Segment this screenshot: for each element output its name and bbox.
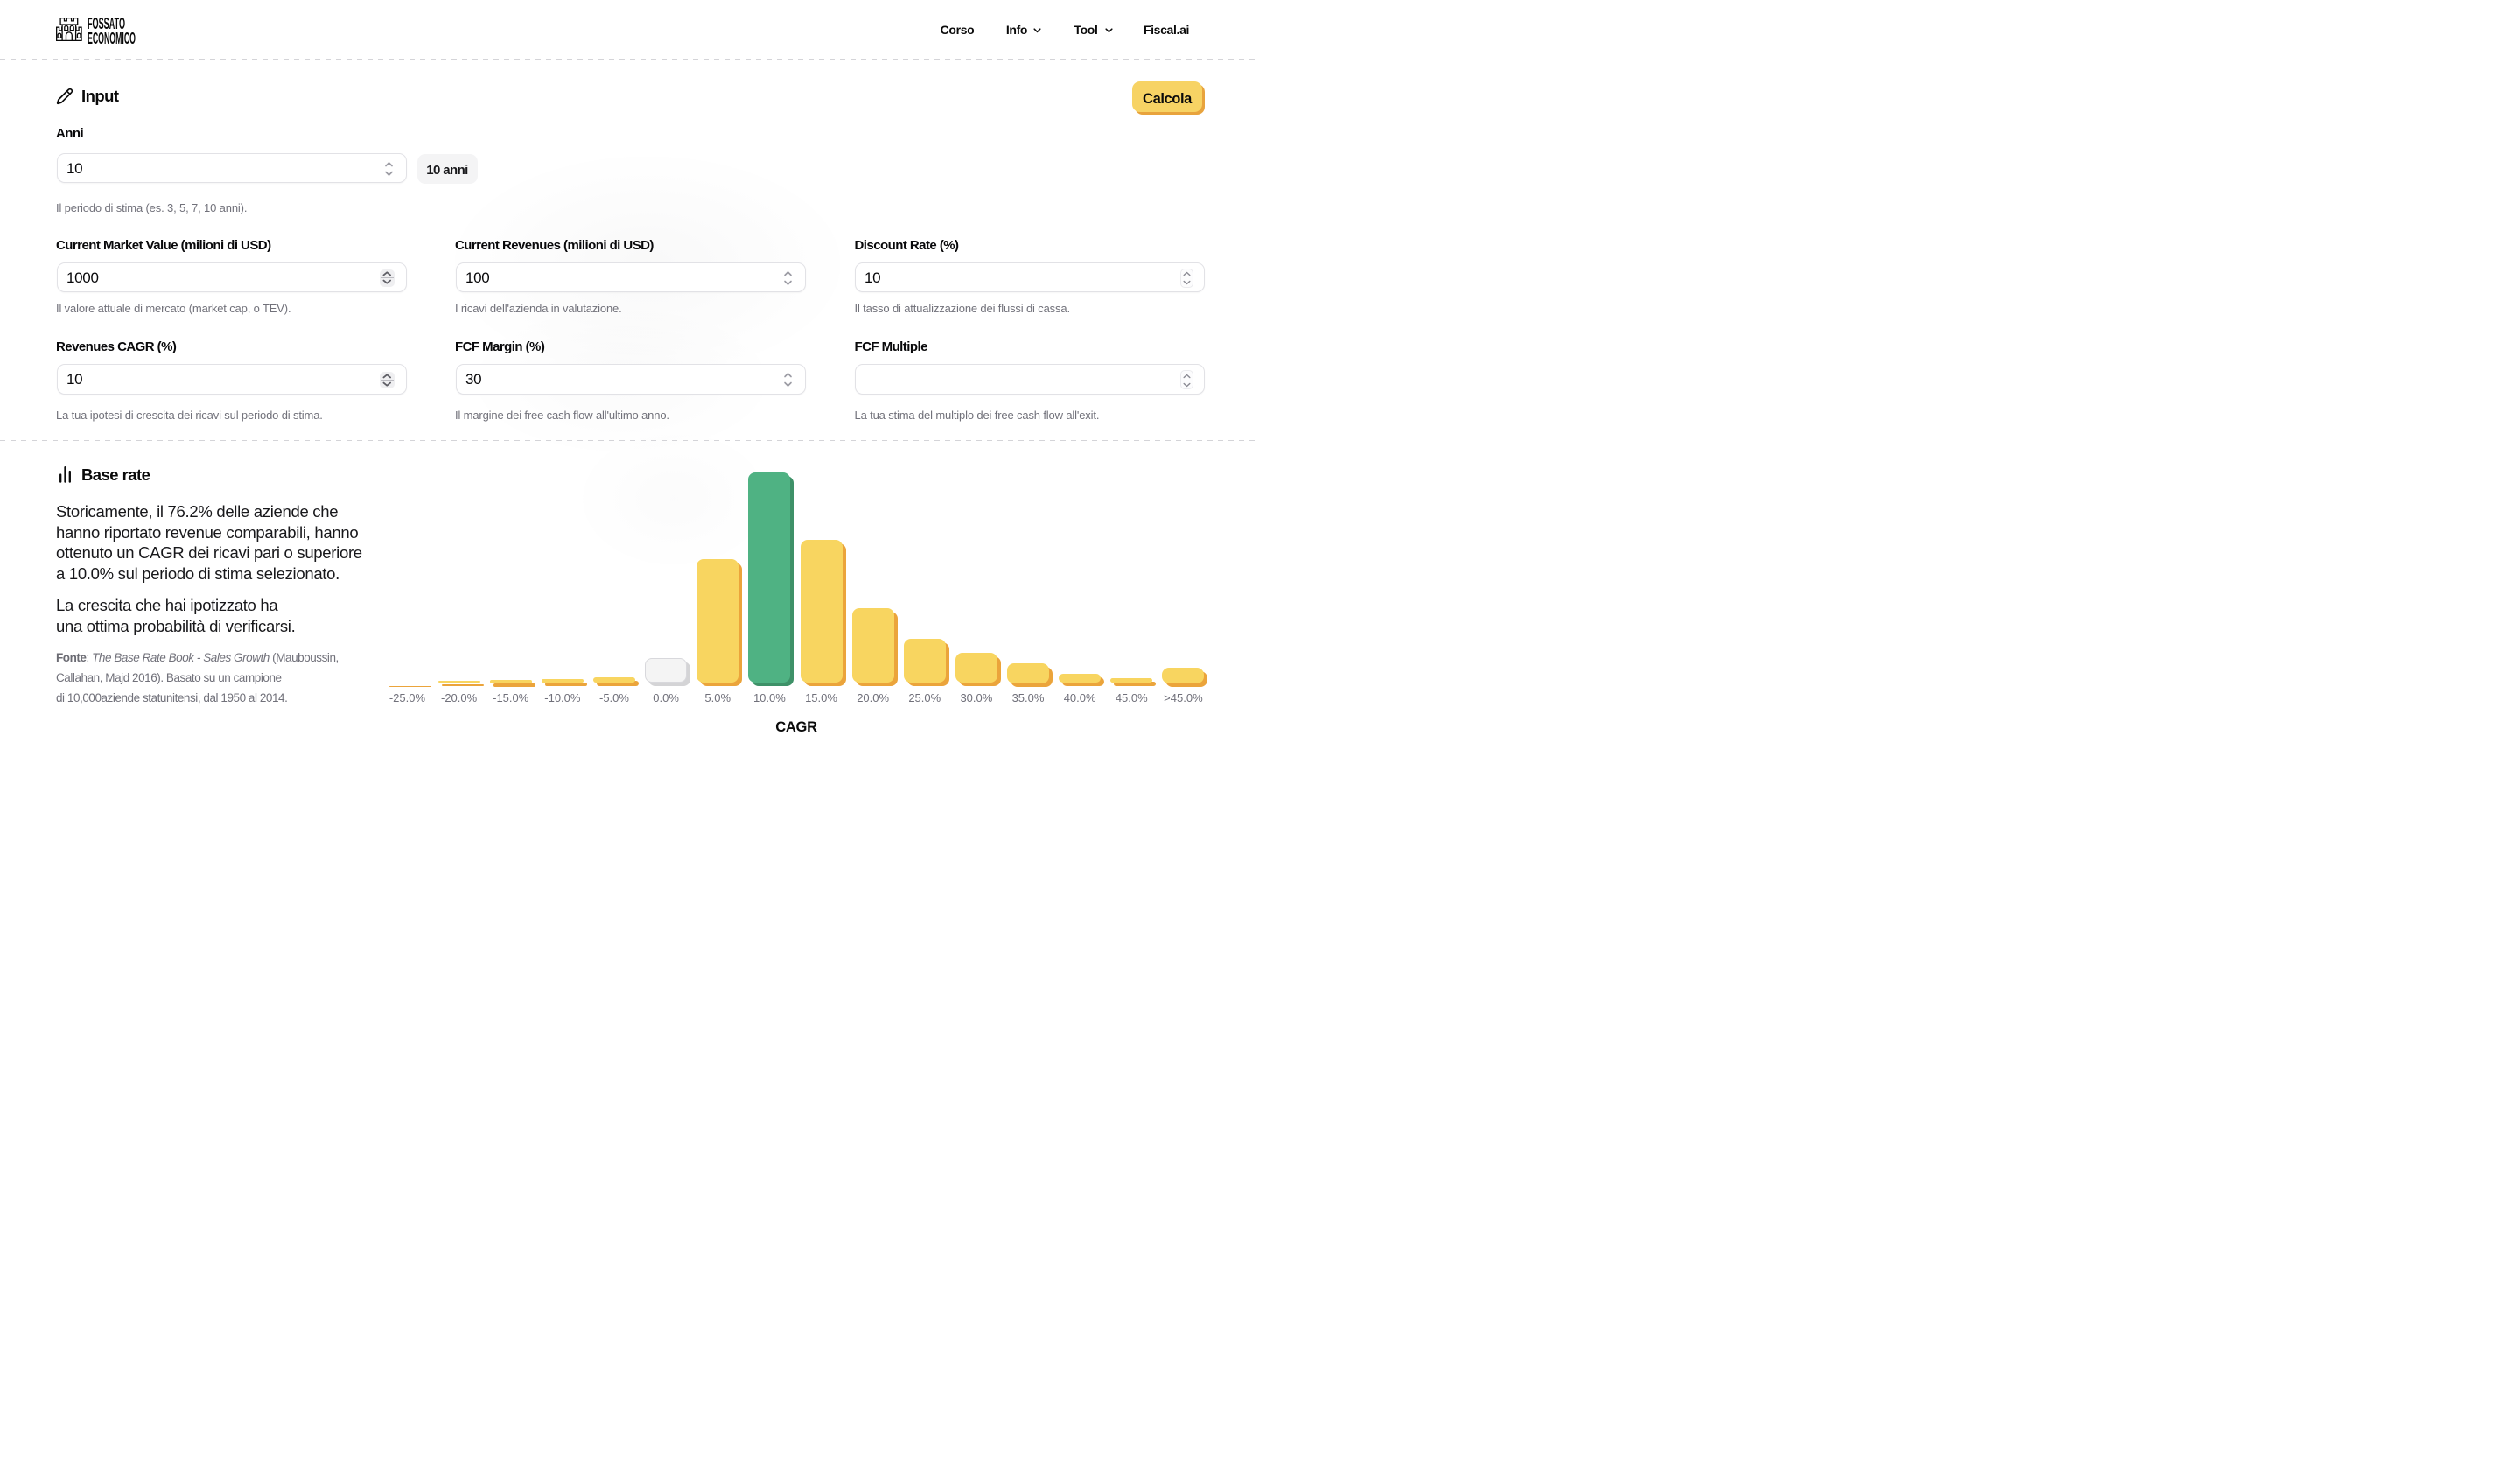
svg-text:FOSSATO: FOSSATO	[88, 16, 125, 32]
svg-text:ECONOMICO: ECONOMICO	[88, 30, 136, 47]
